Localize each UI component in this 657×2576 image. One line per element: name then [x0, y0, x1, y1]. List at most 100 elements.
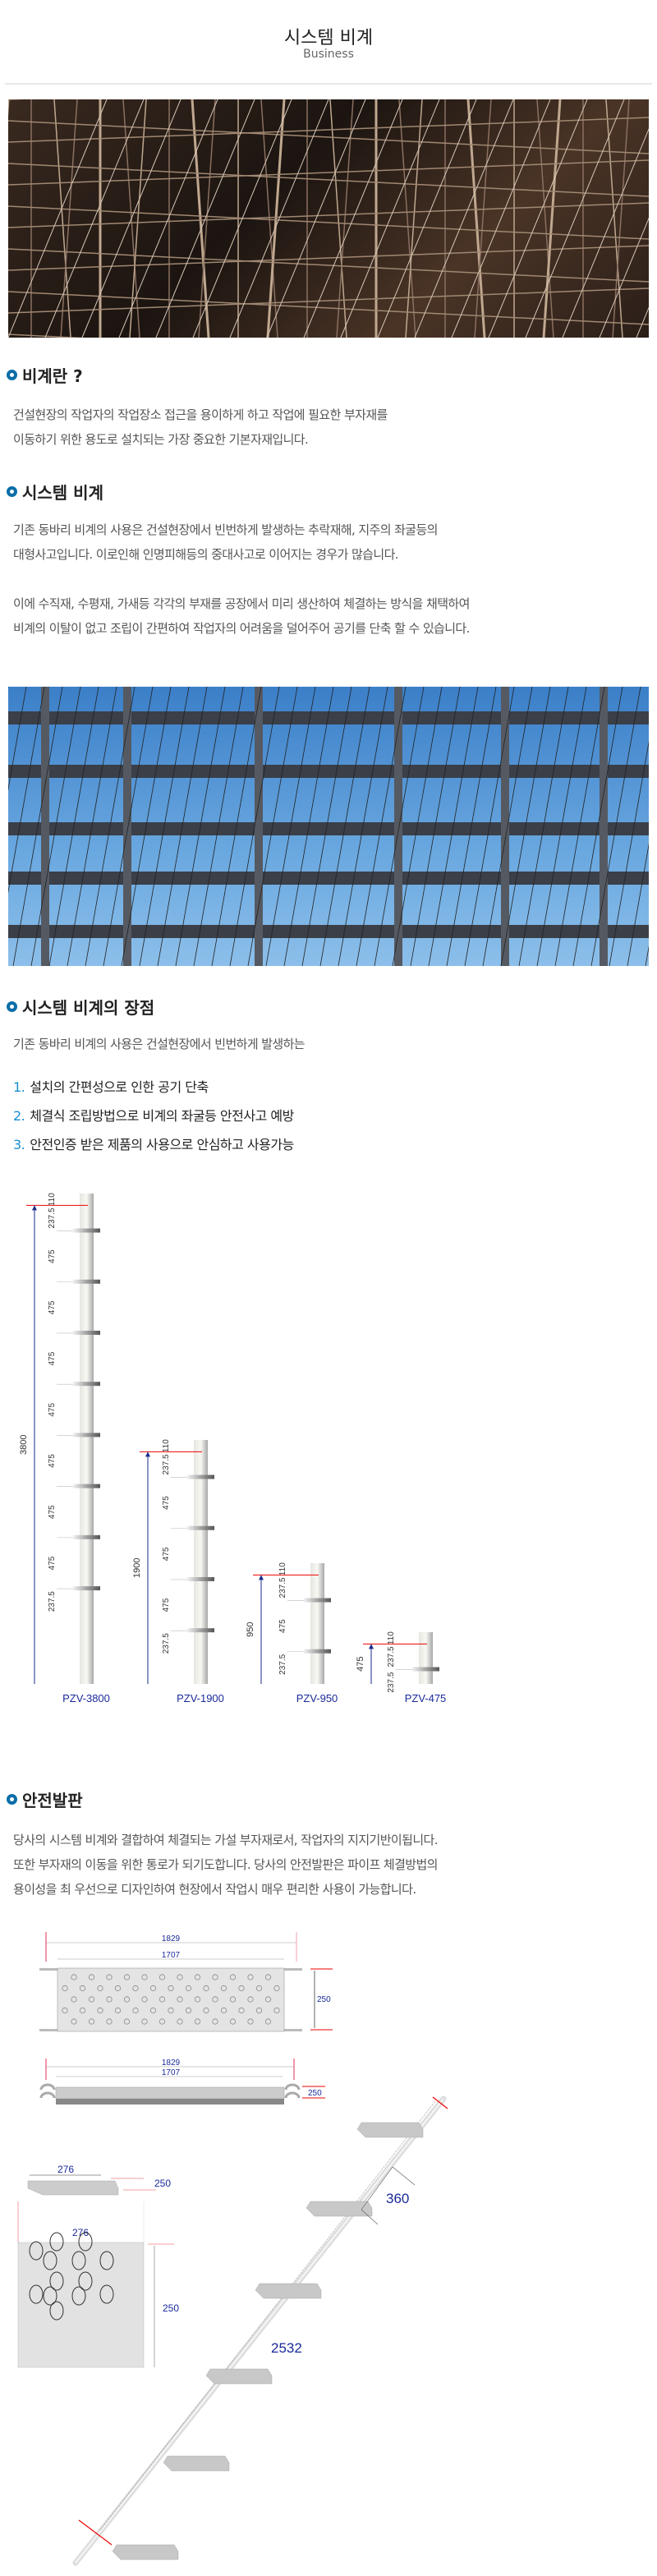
scaffold-brace — [482, 687, 533, 966]
hole — [88, 2018, 95, 2025]
hole — [220, 2007, 227, 2014]
plank-side-view: 1829 1707 250 — [39, 2058, 325, 2104]
item-number: 2. — [13, 1108, 25, 1124]
scaffold-brace — [44, 99, 145, 338]
scaffold-brace — [392, 687, 443, 966]
hole — [88, 1996, 95, 2003]
hole — [106, 2018, 113, 2025]
scaffold-brace — [283, 687, 334, 966]
advantage-item: 2. 체결식 조립방법으로 비계의 좌굴등 안전사고 예방 — [13, 1105, 294, 1125]
hole — [264, 1974, 272, 1980]
segment-label: 475 — [162, 1598, 171, 1612]
ledger-ring — [73, 1433, 100, 1438]
ledger-ring — [412, 1667, 439, 1672]
text-line: 이동하기 위한 용도로 설치되는 가장 중요한 기본자재입니다. — [13, 432, 309, 447]
scaffold-tube — [8, 334, 85, 338]
scaffold-brace — [410, 687, 461, 966]
scaffold-tube — [191, 99, 210, 338]
advantage-item: 3. 안전인증 받은 제품의 사용으로 안심하고 사용가능 — [13, 1134, 294, 1153]
ledger-ring — [187, 1525, 214, 1530]
scaffold-brace — [12, 687, 63, 966]
hole — [99, 2284, 114, 2304]
section-heading-system: 시스템 비계 — [7, 480, 103, 504]
hole — [203, 2007, 209, 2014]
hole — [229, 2018, 237, 2025]
hole — [114, 2007, 122, 2014]
scaffold-brace — [340, 99, 440, 338]
hole — [229, 1996, 237, 2003]
tread-width-label: 276 — [57, 2164, 74, 2175]
scaffold-brace — [500, 687, 551, 966]
scaffold-brace — [175, 687, 226, 966]
plank-width-label: 250 — [317, 1995, 331, 2004]
scaffold-brace — [301, 687, 352, 966]
scaffold-brace — [118, 99, 218, 338]
scaffold-tube — [60, 99, 78, 338]
scaffold-brace — [103, 687, 154, 966]
steel-beam — [8, 711, 649, 724]
scaffold-tube — [198, 99, 216, 338]
hole — [106, 1996, 113, 2003]
segment-label: 475 — [48, 1351, 57, 1365]
hole — [106, 1974, 113, 1980]
hole — [194, 1996, 201, 2003]
steel-beam — [8, 822, 649, 835]
hole — [71, 1996, 77, 2003]
scaffold-brace — [30, 687, 81, 966]
arrow-icon — [32, 1205, 37, 1211]
divider — [5, 83, 652, 85]
section-heading-platform: 안전발판 — [7, 1787, 83, 1811]
stair-tread — [205, 2368, 273, 2385]
scaffold-tube — [8, 245, 649, 271]
arrow-icon — [369, 1644, 374, 1649]
scaffold-brace — [157, 687, 208, 966]
plank-top-view: 1829 1707 250 — [39, 1932, 333, 2032]
hole — [159, 2018, 166, 2025]
tread-depth-label: 250 — [154, 2178, 171, 2189]
ledger-ring — [187, 1474, 214, 1479]
platform-diagram: 1829 1707 250 1829 1707 250 360 2532 — [17, 1932, 448, 2566]
hole — [255, 2007, 263, 2014]
steel-beam — [8, 872, 649, 885]
scaffold-brace — [554, 687, 605, 966]
hole — [273, 1985, 280, 1992]
pipe — [80, 1194, 94, 1684]
hole — [212, 1974, 218, 1980]
segment-label: 475 — [162, 1547, 171, 1561]
scaffold-tube — [536, 99, 554, 338]
scaffold-tube — [260, 99, 278, 338]
hole — [29, 2284, 44, 2304]
page-title: 시스템 비계 — [283, 28, 374, 48]
scaffold-brace — [451, 99, 551, 338]
hole — [185, 1985, 192, 1992]
hole — [264, 2018, 272, 2025]
hole — [132, 1985, 139, 1992]
scaffold-tube — [8, 288, 649, 314]
hole — [177, 1974, 183, 1980]
scaffold-brace — [247, 687, 298, 966]
steel-column — [501, 687, 509, 966]
ledger-ring — [187, 1576, 214, 1581]
hole — [49, 2232, 64, 2252]
steel-beam — [8, 765, 649, 778]
steel-beam — [8, 925, 649, 938]
scaffold-brace — [562, 127, 649, 338]
item-text: 체결식 조립방법으로 비계의 좌굴등 안전사고 예방 — [30, 1108, 294, 1124]
item-number: 3. — [13, 1137, 25, 1152]
steel-column — [600, 687, 608, 966]
scaffold-photo-2 — [8, 687, 649, 966]
plank-overall-label: 1829 — [162, 1934, 181, 1944]
hole — [62, 2007, 68, 2014]
segment-label: 110 — [387, 1631, 396, 1644]
text-line: 용이성을 최 우선으로 디자인하여 현장에서 작업시 매우 편리한 사용이 가능… — [13, 1882, 416, 1897]
hole — [264, 1996, 272, 2003]
stair-tread — [255, 2283, 322, 2299]
hole — [99, 2251, 114, 2270]
vertical-PZV-1900: 110 237.5 475 475 475 237.5 1900 PZV-1900 — [132, 1439, 224, 1704]
stair-riser-label: 360 — [386, 2191, 409, 2206]
text-line: 비계의 이탈이 없고 조립이 간편하여 작업자의 어려움을 덜어주어 공기를 단… — [13, 621, 470, 636]
steel-column — [41, 687, 49, 966]
hole — [141, 2018, 148, 2025]
hole — [141, 1996, 148, 2003]
heading-text: 시스템 비계의 장점 — [22, 998, 155, 1018]
